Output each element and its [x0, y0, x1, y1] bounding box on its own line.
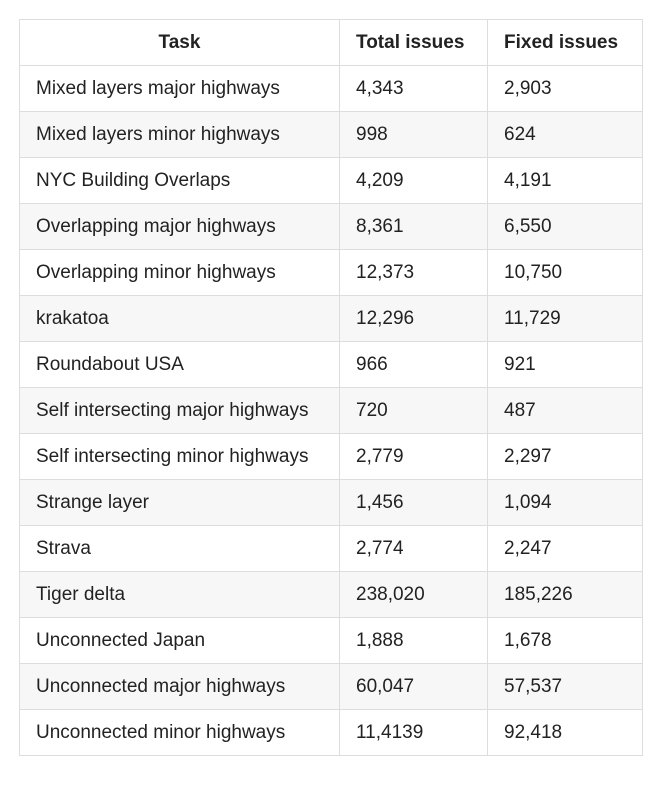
table-row: Roundabout USA 966 921: [19, 341, 643, 388]
table-row: NYC Building Overlaps 4,209 4,191: [19, 157, 643, 204]
total-issues-cell: 60,047: [339, 663, 488, 710]
fixed-issues-cell: 57,537: [487, 663, 643, 710]
fixed-issues-cell: 2,297: [487, 433, 643, 480]
fixed-issues-cell: 2,247: [487, 525, 643, 572]
header-row: Task Total issues Fixed issues: [19, 19, 643, 66]
total-issues-cell: 720: [339, 387, 488, 434]
fixed-issues-cell: 10,750: [487, 249, 643, 296]
task-cell: Self intersecting major highways: [19, 387, 340, 434]
table-row: Unconnected Japan 1,888 1,678: [19, 617, 643, 664]
task-cell: Overlapping minor highways: [19, 249, 340, 296]
task-cell: Tiger delta: [19, 571, 340, 618]
issues-table: Task Total issues Fixed issues Mixed lay…: [19, 19, 643, 756]
fixed-issues-cell: 4,191: [487, 157, 643, 204]
total-issues-cell: 4,343: [339, 65, 488, 112]
task-cell: NYC Building Overlaps: [19, 157, 340, 204]
task-cell: Unconnected minor highways: [19, 709, 340, 756]
fixed-issues-cell: 1,678: [487, 617, 643, 664]
task-cell: krakatoa: [19, 295, 340, 342]
table-row: krakatoa 12,296 11,729: [19, 295, 643, 342]
table-row: Strange layer 1,456 1,094: [19, 479, 643, 526]
task-cell: Strava: [19, 525, 340, 572]
fixed-issues-cell: 92,418: [487, 709, 643, 756]
table-row: Mixed layers minor highways 998 624: [19, 111, 643, 158]
column-header-total-issues: Total issues: [339, 19, 488, 66]
fixed-issues-cell: 624: [487, 111, 643, 158]
task-cell: Mixed layers major highways: [19, 65, 340, 112]
total-issues-cell: 998: [339, 111, 488, 158]
fixed-issues-cell: 487: [487, 387, 643, 434]
table-row: Mixed layers major highways 4,343 2,903: [19, 65, 643, 112]
fixed-issues-cell: 185,226: [487, 571, 643, 618]
task-cell: Mixed layers minor highways: [19, 111, 340, 158]
table-row: Self intersecting major highways 720 487: [19, 387, 643, 434]
total-issues-cell: 1,456: [339, 479, 488, 526]
total-issues-cell: 966: [339, 341, 488, 388]
total-issues-cell: 12,373: [339, 249, 488, 296]
task-cell: Strange layer: [19, 479, 340, 526]
table-row: Overlapping major highways 8,361 6,550: [19, 203, 643, 250]
table-row: Tiger delta 238,020 185,226: [19, 571, 643, 618]
column-header-fixed-issues: Fixed issues: [487, 19, 643, 66]
fixed-issues-cell: 11,729: [487, 295, 643, 342]
task-cell: Self intersecting minor highways: [19, 433, 340, 480]
fixed-issues-cell: 2,903: [487, 65, 643, 112]
table-row: Unconnected major highways 60,047 57,537: [19, 663, 643, 710]
table-header: Task Total issues Fixed issues: [19, 19, 643, 66]
task-cell: Roundabout USA: [19, 341, 340, 388]
total-issues-cell: 11,4139: [339, 709, 488, 756]
fixed-issues-cell: 1,094: [487, 479, 643, 526]
table-row: Strava 2,774 2,247: [19, 525, 643, 572]
total-issues-cell: 2,779: [339, 433, 488, 480]
table-row: Self intersecting minor highways 2,779 2,2…: [19, 433, 643, 480]
table-row: Unconnected minor highways 11,4139 92,418: [19, 709, 643, 756]
task-cell: Unconnected Japan: [19, 617, 340, 664]
total-issues-cell: 8,361: [339, 203, 488, 250]
fixed-issues-cell: 921: [487, 341, 643, 388]
column-header-task: Task: [19, 19, 340, 66]
table-body: Mixed layers major highways 4,343 2,903 Mix…: [19, 65, 643, 756]
total-issues-cell: 12,296: [339, 295, 488, 342]
task-cell: Overlapping major highways: [19, 203, 340, 250]
total-issues-cell: 1,888: [339, 617, 488, 664]
fixed-issues-cell: 6,550: [487, 203, 643, 250]
task-cell: Unconnected major highways: [19, 663, 340, 710]
table-row: Overlapping minor highways 12,373 10,750: [19, 249, 643, 296]
total-issues-cell: 238,020: [339, 571, 488, 618]
total-issues-cell: 4,209: [339, 157, 488, 204]
total-issues-cell: 2,774: [339, 525, 488, 572]
